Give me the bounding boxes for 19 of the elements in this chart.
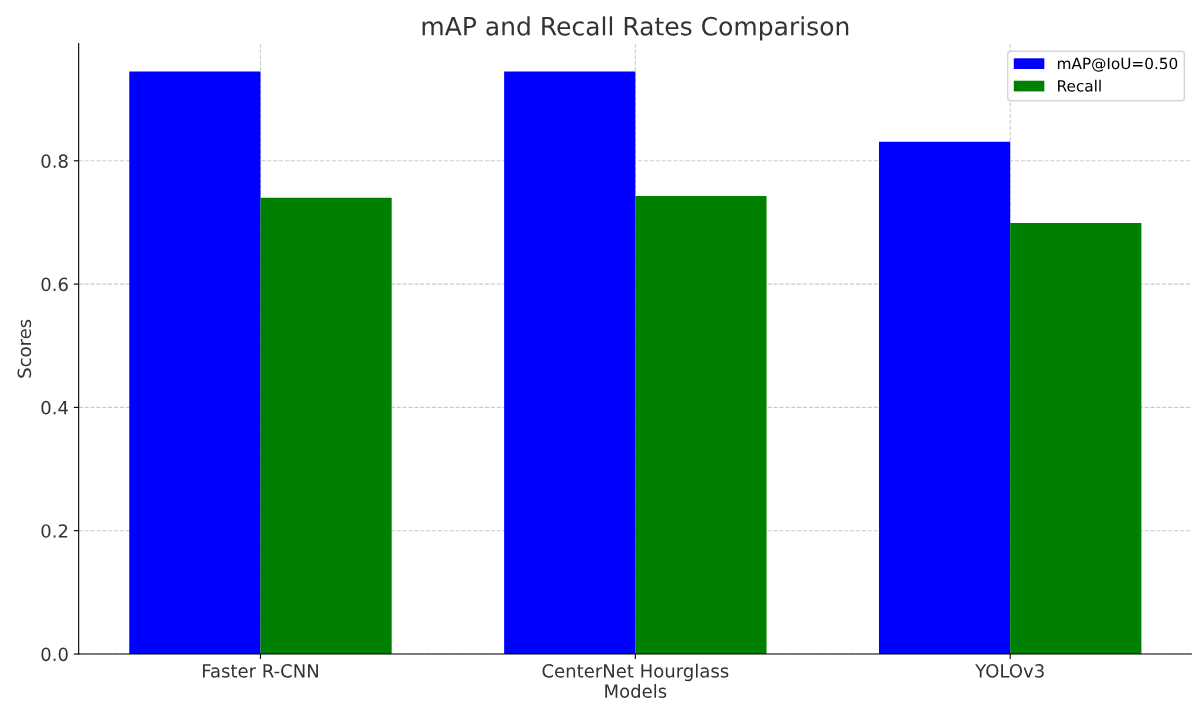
y-tick-label: 0.2 [41,524,68,538]
y-axis-title: Scores [17,319,32,378]
chart-title: mAP and Recall Rates Comparison [422,16,849,41]
bar [1010,223,1142,655]
y-tick-label: 0.6 [41,277,68,292]
bar [504,71,636,655]
x-tick-label: YOLOv3 [975,664,1044,678]
y-tick-label: 0.8 [41,154,68,168]
bar [878,141,1011,655]
bar [129,71,261,655]
x-tick-label: Faster R-CNN [202,664,318,678]
legend-label: Recall [1058,79,1101,92]
x-tick-label: CenterNet Hourglass [542,663,729,682]
x-axis-title: Models [605,683,667,698]
y-tick-label: 0.0 [41,647,68,662]
bar [635,195,767,655]
legend-label: mAP@IoU=0.50 [1057,57,1178,72]
bar [260,197,392,655]
y-tick-label: 0.4 [41,400,68,415]
